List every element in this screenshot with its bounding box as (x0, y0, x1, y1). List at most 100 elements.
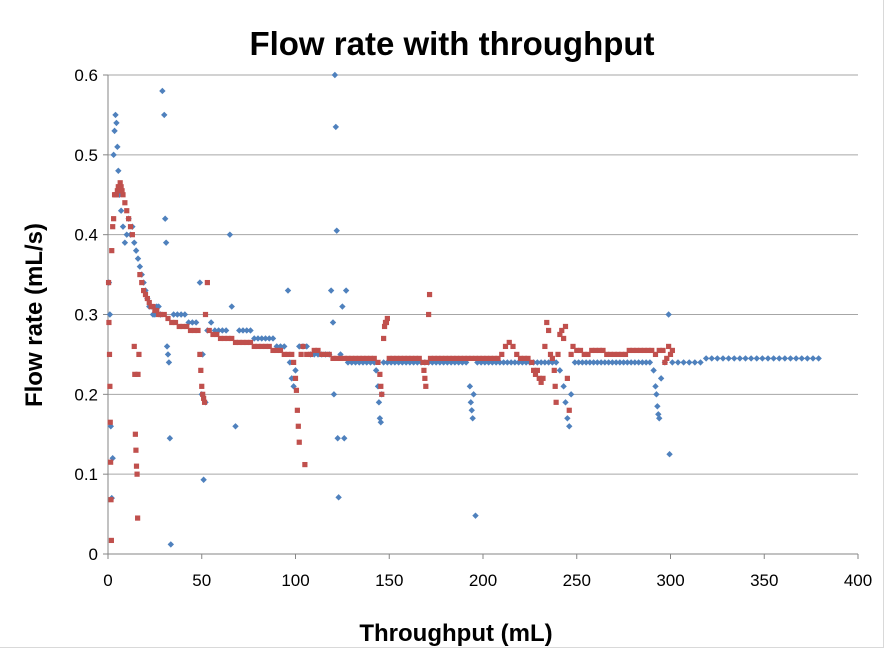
series-1-point (647, 359, 653, 365)
series-2-point (135, 515, 140, 520)
series-1-point (229, 303, 235, 309)
series-2-point (554, 400, 559, 405)
x-tick-label: 200 (469, 571, 497, 590)
y-tick-label: 0.6 (74, 66, 98, 85)
series-2-point (130, 232, 135, 237)
series-2-point (106, 320, 111, 325)
x-tick-label: 300 (656, 571, 684, 590)
series-1-point (472, 512, 478, 518)
x-axis-title: Throughput (mL) (359, 620, 552, 647)
series-1-point (131, 239, 137, 245)
series-1-point (680, 359, 686, 365)
series-1-point (759, 355, 765, 361)
series-2-point (377, 372, 382, 377)
series-2-point (299, 352, 304, 357)
axes (103, 75, 858, 559)
series-1-point (731, 355, 737, 361)
series-2-point (106, 280, 111, 285)
series-1-point (697, 359, 703, 365)
series-1-point (810, 355, 816, 361)
series-2-point (550, 356, 555, 361)
series-2-point (569, 352, 574, 357)
series-1-point (113, 120, 119, 126)
series-2-point (139, 280, 144, 285)
series-2-point (110, 224, 115, 229)
series-1-point (770, 355, 776, 361)
series-2-point (205, 280, 210, 285)
series-2-point (381, 336, 386, 341)
series-2-point (109, 248, 114, 253)
series-1-point (666, 451, 672, 457)
series-1-point (120, 223, 126, 229)
series-2-point (555, 352, 560, 357)
x-tick-label: 250 (563, 571, 591, 590)
series-2-point (670, 348, 675, 353)
series-1-point (163, 239, 169, 245)
series-1-point (193, 319, 199, 325)
series-2-point (124, 208, 129, 213)
series-2-point (302, 462, 307, 467)
y-axis-title: Flow rate (mL/s) (21, 223, 48, 407)
series-1-point (110, 152, 116, 158)
series-2-point (553, 384, 558, 389)
series-2-point (111, 216, 116, 221)
series-2-point (137, 272, 142, 277)
series-1-point (334, 227, 340, 233)
series-1-point (232, 423, 238, 429)
series-2-point (544, 320, 549, 325)
y-tick-label: 0.3 (74, 306, 98, 325)
y-tick-label: 0.5 (74, 146, 98, 165)
series-1-point (182, 311, 188, 317)
series-2-point (134, 464, 139, 469)
series-1-point (799, 355, 805, 361)
series-1-point (669, 359, 675, 365)
series-2-point (120, 192, 125, 197)
x-tick-label: 100 (281, 571, 309, 590)
x-tick-label: 50 (192, 571, 211, 590)
series-2-point (134, 472, 139, 477)
series-2-point (552, 368, 557, 373)
series-1-point (793, 355, 799, 361)
series-2-point (567, 408, 572, 413)
series-2-point (426, 312, 431, 317)
series-2-point (108, 460, 113, 465)
chart-title: Flow rate with throughput (249, 25, 654, 62)
series-2-point (546, 328, 551, 333)
series-2-point (202, 400, 207, 405)
series-1-point (562, 399, 568, 405)
series-1-point (650, 367, 656, 373)
series-1-point (167, 435, 173, 441)
series-1-point (468, 399, 474, 405)
series-2-point (133, 448, 138, 453)
series-1-point (564, 415, 570, 421)
series-1-point (742, 355, 748, 361)
series-1-point (247, 327, 253, 333)
series-2-point (108, 497, 113, 502)
series-1-point (765, 355, 771, 361)
y-tick-label: 0.4 (74, 226, 98, 245)
series-1-point (208, 319, 214, 325)
series-2-point (427, 292, 432, 297)
series-2-point (540, 376, 545, 381)
y-tick-label: 0.2 (74, 385, 98, 404)
series-1-point (709, 355, 715, 361)
series-1-point (720, 355, 726, 361)
series-2-point (289, 352, 294, 357)
series-2-point (135, 372, 140, 377)
series-2-point (132, 344, 137, 349)
series-1-point (227, 231, 233, 237)
series-2-point (126, 216, 131, 221)
series-2-point (535, 368, 540, 373)
series-1-point (332, 72, 338, 78)
series-2-point (378, 384, 383, 389)
series-2-point (107, 384, 112, 389)
series-1-point (335, 494, 341, 500)
series-2-point (422, 376, 427, 381)
series-1-point (164, 343, 170, 349)
series-1-point (566, 423, 572, 429)
series-2-point (375, 360, 380, 365)
series-2-point (199, 384, 204, 389)
series-1-point (270, 335, 276, 341)
series-1-point (111, 128, 117, 134)
series-1-point (469, 407, 475, 413)
